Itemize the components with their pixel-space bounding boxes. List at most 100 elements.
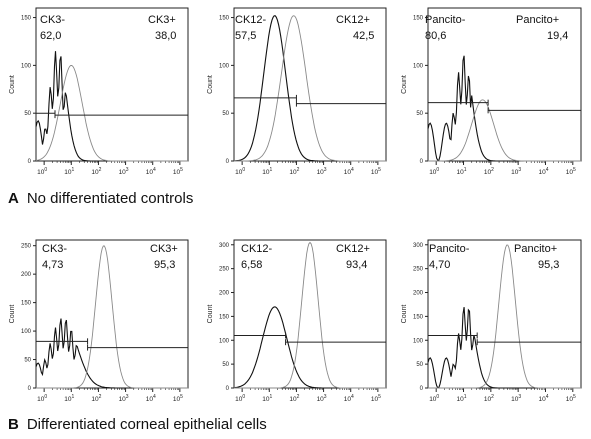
y-tick-label: 100 [413, 63, 424, 69]
y-tick-label: 100 [413, 338, 424, 344]
y-tick-label: 50 [24, 358, 31, 364]
caption-text: No differentiated controls [26, 190, 194, 207]
caption-letter: B [8, 416, 19, 433]
x-tick-label: 101 [457, 394, 467, 403]
y-tick-label: 200 [413, 291, 424, 297]
x-tick-label: 104 [344, 394, 354, 403]
y-tick-label: 300 [413, 243, 424, 249]
black-histogram-line [427, 307, 581, 389]
negative-gate-label: CK12- [235, 14, 267, 26]
x-tick-label: 102 [91, 394, 101, 403]
y-tick-label: 0 [226, 386, 230, 392]
gray-histogram-line [35, 65, 188, 162]
y-tick-label: 150 [21, 16, 32, 22]
positive-gate-value: 38,0 [155, 30, 177, 42]
black-histogram-line [35, 51, 188, 162]
x-tick-label: 100 [429, 167, 439, 176]
black-histogram-line [35, 318, 188, 389]
gray-histogram-line [234, 15, 386, 162]
x-tick-label: 104 [344, 167, 354, 176]
plot-frame [427, 239, 582, 389]
y-tick-label: 150 [219, 16, 230, 22]
negative-gate-value: 80,6 [425, 30, 447, 42]
positive-gate-label: CK3+ [150, 243, 178, 255]
negative-gate-label: CK3- [42, 243, 68, 255]
x-tick-label: 105 [173, 167, 183, 176]
y-tick-label: 100 [21, 329, 32, 335]
x-tick-label: 101 [262, 394, 272, 403]
y-tick-label: 50 [416, 111, 423, 117]
positive-gate-value: 19,4 [547, 30, 569, 42]
negative-gate-value: 57,5 [235, 30, 257, 42]
y-tick-label: 300 [219, 243, 230, 249]
y-tick-label: 250 [219, 267, 230, 273]
positive-gate-label: CK12+ [336, 14, 370, 26]
x-tick-label: 103 [511, 167, 521, 176]
histogram-chart: 0 50 100 150 200 250 300 100 101 102 103 104 105 Coun… [401, 239, 582, 403]
histogram-chart: 0 50 100 150 100 101 102 103 104 105 Count [9, 7, 189, 176]
negative-gate-value: 6,58 [241, 259, 263, 271]
y-tick-label: 50 [222, 362, 229, 368]
x-tick-label: 100 [429, 394, 439, 403]
histogram-panel-a1: CK3- 62,0 CK3+ 38,0 0 50 100 150 100 101 102 10… [0, 0, 198, 185]
x-tick-label: 102 [289, 167, 299, 176]
x-tick-label: 102 [484, 167, 494, 176]
positive-gate-label: CK3+ [148, 14, 176, 26]
y-tick-label: 0 [28, 159, 32, 165]
black-histogram-line [233, 306, 386, 389]
y-axis-label: Count [401, 75, 408, 94]
x-tick-label: 100 [37, 167, 47, 176]
gray-histogram-line [234, 241, 386, 389]
caption-letter: A [8, 190, 19, 207]
y-tick-label: 0 [420, 386, 424, 392]
plot-frame [35, 239, 189, 389]
y-tick-label: 200 [21, 272, 32, 278]
negative-gate-label: Pancito- [429, 243, 470, 255]
positive-gate-label: CK12+ [336, 243, 370, 255]
y-tick-label: 150 [413, 16, 424, 22]
histogram-panel-b3: Pancito- 4,70 Pancito+ 95,3 0 50 100 150 200… [392, 232, 591, 412]
y-tick-label: 0 [28, 386, 32, 392]
x-tick-label: 105 [566, 167, 576, 176]
x-tick-label: 100 [37, 394, 47, 403]
y-tick-label: 50 [416, 362, 423, 368]
plot-frame [233, 239, 387, 389]
caption-text: Differentiated corneal epithelial cells [26, 416, 267, 433]
black-histogram-line [427, 55, 581, 162]
positive-gate-value: 42,5 [353, 30, 375, 42]
histogram-chart: 0 50 100 150 200 250 300 100 101 102 103 104 105 Coun… [207, 239, 387, 403]
gray-histogram-line [428, 99, 581, 162]
x-tick-label: 104 [538, 167, 548, 176]
histogram-panel-b1: CK3- 4,73 CK3+ 95,3 0 50 100 150 200 250 100 10… [0, 232, 198, 412]
x-tick-label: 101 [64, 394, 74, 403]
y-tick-label: 150 [413, 314, 424, 320]
y-tick-label: 50 [222, 111, 229, 117]
y-axis-label: Count [9, 75, 16, 94]
x-tick-label: 101 [64, 167, 74, 176]
y-tick-label: 0 [420, 159, 424, 165]
negative-gate-value: 4,70 [429, 259, 451, 271]
y-axis-label: Count [401, 305, 408, 324]
y-tick-label: 250 [413, 267, 424, 273]
negative-gate-label: CK3- [40, 14, 66, 26]
black-histogram-line [233, 15, 386, 162]
x-tick-label: 100 [235, 394, 245, 403]
y-tick-label: 150 [219, 314, 230, 320]
x-tick-label: 102 [289, 394, 299, 403]
negative-gate-value: 4,73 [42, 259, 64, 271]
x-tick-label: 103 [119, 167, 129, 176]
plot-frame [233, 7, 387, 162]
x-tick-label: 104 [146, 394, 156, 403]
positive-gate-value: 95,3 [538, 259, 560, 271]
y-axis-label: Count [207, 305, 214, 324]
histogram-panel-a3: Pancito- 80,6 Pancito+ 19,4 0 50 100 150 100… [392, 0, 591, 185]
caption-a: A No differentiated controls [8, 190, 193, 208]
y-tick-label: 250 [21, 244, 32, 250]
x-tick-label: 104 [146, 167, 156, 176]
x-tick-label: 102 [484, 394, 494, 403]
negative-gate-value: 62,0 [40, 30, 62, 42]
caption-b: B Differentiated corneal epithelial cells [8, 416, 267, 434]
y-tick-label: 0 [226, 159, 230, 165]
x-tick-label: 101 [457, 167, 467, 176]
x-tick-label: 102 [91, 167, 101, 176]
